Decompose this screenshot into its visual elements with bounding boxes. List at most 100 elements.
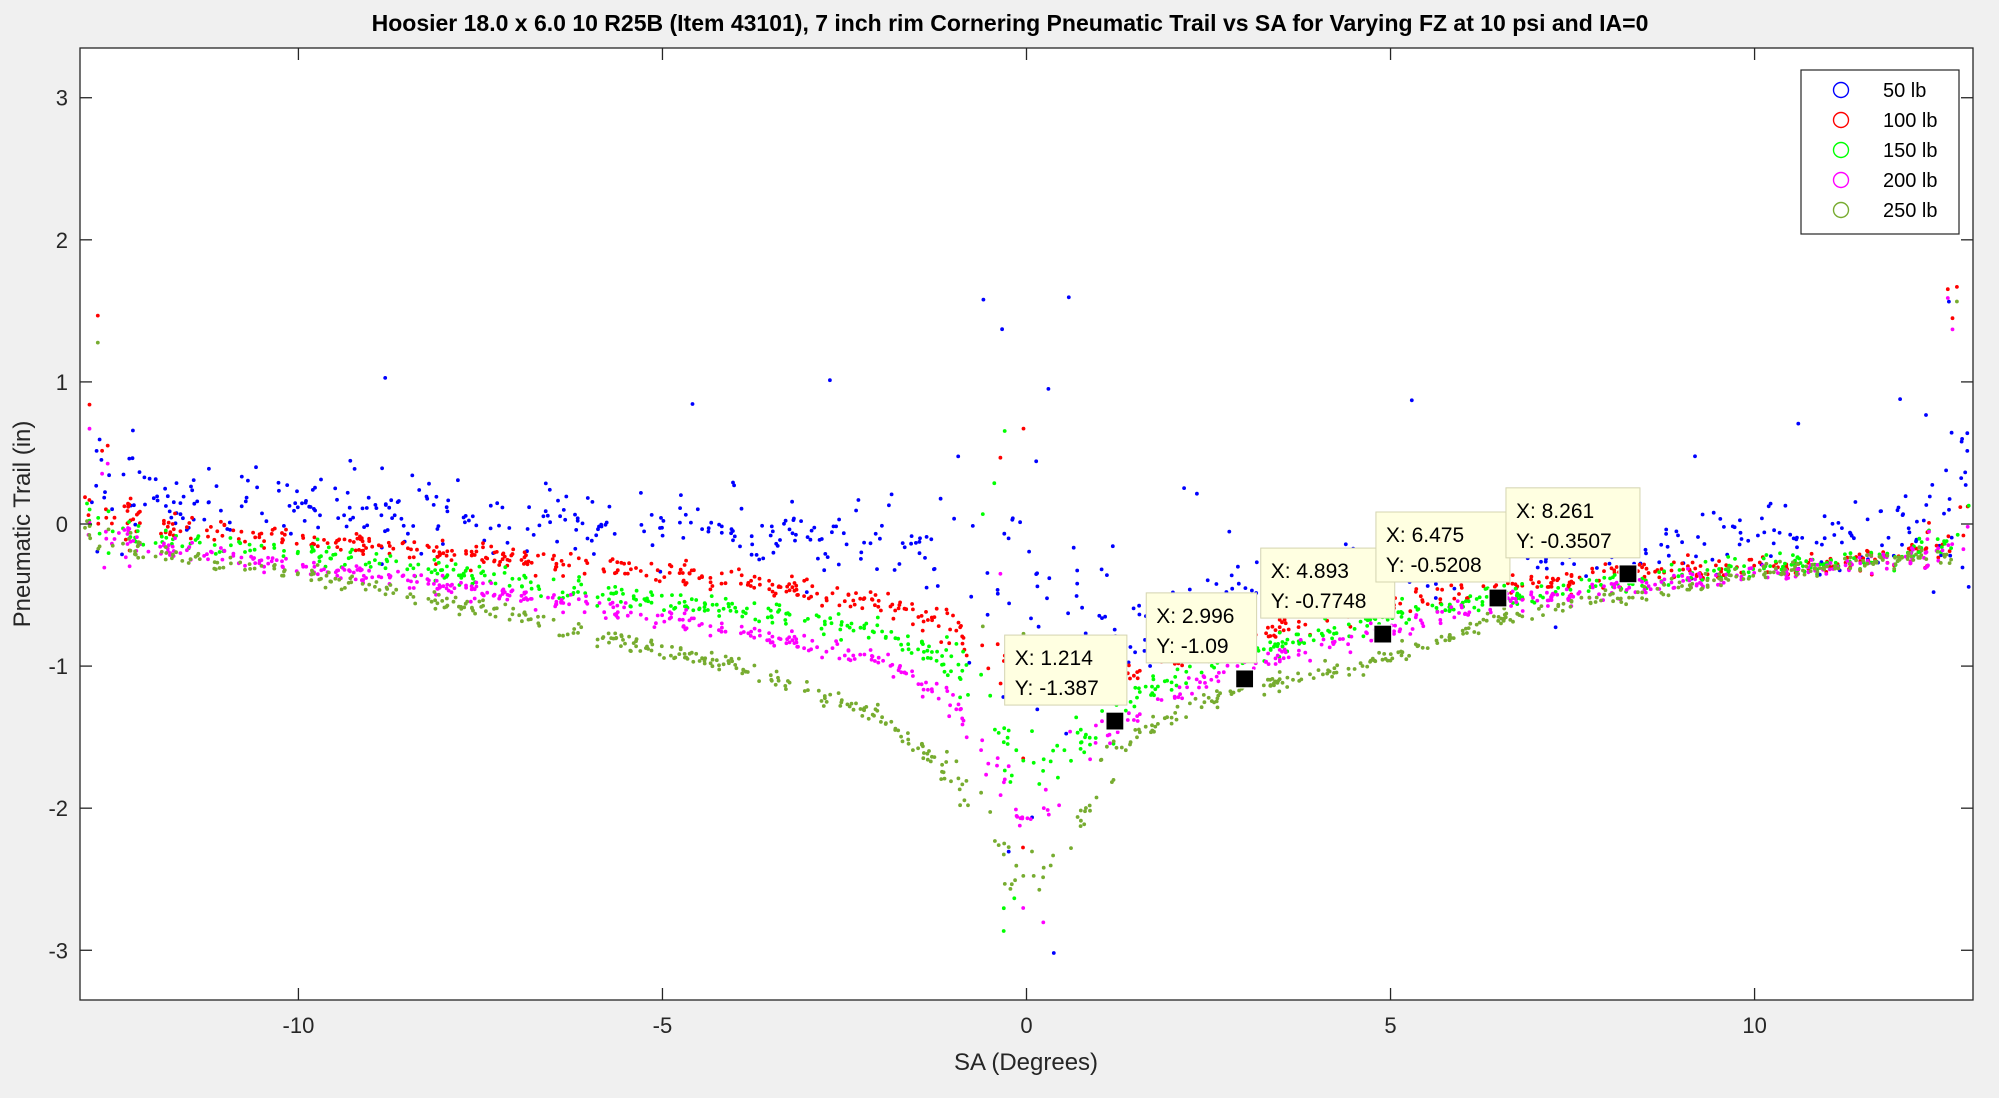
scatter-point	[1825, 564, 1829, 569]
scatter-point	[1648, 587, 1653, 592]
scatter-point	[399, 516, 404, 521]
scatter-point	[180, 544, 185, 549]
scatter-point	[1254, 560, 1259, 565]
scatter-point	[445, 549, 450, 554]
scatter-point	[918, 536, 922, 541]
scatter-point	[1784, 564, 1789, 569]
scatter-point	[1297, 679, 1302, 683]
scatter-point	[820, 655, 824, 660]
scatter-point	[364, 576, 368, 580]
scatter-point	[1659, 567, 1664, 571]
scatter-point	[339, 587, 344, 592]
scatter-point	[147, 476, 152, 481]
scatter-point	[700, 575, 704, 579]
scatter-point	[709, 650, 714, 655]
scatter-point	[1821, 566, 1826, 571]
scatter-point	[634, 644, 638, 649]
scatter-point	[163, 557, 168, 562]
scatter-point	[956, 454, 961, 459]
legend-entry[interactable]: 100 lb	[1832, 110, 1938, 132]
scatter-point	[1893, 555, 1897, 560]
scatter-point	[1696, 535, 1700, 539]
scatter-point	[1853, 500, 1858, 504]
scatter-point	[810, 584, 815, 589]
scatter-point	[141, 542, 146, 547]
scatter-point	[255, 485, 259, 490]
legend-entry[interactable]: 150 lb	[1832, 140, 1938, 162]
scatter-point	[708, 580, 713, 585]
scatter-point	[1461, 631, 1465, 636]
scatter-point	[1947, 549, 1952, 554]
scatter-point	[961, 636, 966, 640]
scatter-point	[462, 605, 467, 610]
scatter-point	[691, 659, 696, 664]
scatter-point	[1965, 431, 1970, 436]
legend-entry[interactable]: 200 lb	[1832, 170, 1938, 192]
scatter-point	[970, 524, 975, 528]
scatter-point	[105, 443, 110, 448]
scatter-point	[1002, 780, 1006, 785]
scatter-point	[342, 568, 347, 572]
scatter-point	[683, 512, 688, 517]
scatter-point	[244, 495, 249, 500]
scatter-point	[468, 599, 473, 604]
scatter-point	[723, 654, 728, 659]
datatip-marker[interactable]	[1235, 669, 1255, 689]
scatter-point	[932, 615, 937, 619]
scatter-point	[1619, 600, 1624, 604]
scatter-point	[565, 593, 570, 598]
scatter-point	[1843, 556, 1847, 561]
scatter-point	[425, 577, 430, 581]
scatter-point	[1188, 701, 1192, 706]
datatip-y-text: Y: -1.387	[1015, 677, 1099, 700]
scatter-point	[295, 489, 299, 494]
scatter-point	[202, 554, 207, 558]
scatter-point	[952, 516, 956, 521]
scatter-point	[1399, 653, 1404, 658]
scatter-point	[1187, 587, 1192, 592]
datatip-marker[interactable]	[1618, 564, 1638, 584]
datatip-marker[interactable]	[1488, 588, 1508, 608]
scatter-point	[1741, 577, 1746, 581]
scatter-point	[1918, 556, 1922, 560]
scatter-point	[367, 568, 371, 573]
scatter-point	[945, 689, 950, 693]
scatter-point	[1865, 517, 1870, 522]
scatter-point	[830, 591, 835, 596]
scatter-point	[377, 561, 382, 566]
scatter-point	[522, 555, 527, 560]
scatter-point	[873, 659, 877, 663]
scatter-point	[739, 624, 744, 629]
scatter-point	[757, 679, 761, 683]
legend-marker	[1832, 201, 1850, 219]
scatter-point	[1702, 542, 1707, 546]
legend-entry[interactable]: 50 lb	[1832, 80, 1927, 102]
scatter-point	[1075, 730, 1080, 735]
datatip-marker[interactable]	[1105, 711, 1125, 731]
scatter-point	[1845, 559, 1850, 563]
scatter-point	[1435, 610, 1440, 614]
scatter-point	[1413, 605, 1418, 609]
scatter-point	[942, 669, 947, 674]
scatter-point	[217, 550, 222, 554]
scatter-point	[1492, 614, 1496, 619]
plot-area[interactable]	[80, 48, 1973, 1000]
scatter-point	[1746, 576, 1751, 581]
scatter-point	[1927, 521, 1931, 525]
scatter-point	[213, 567, 218, 572]
legend-entry[interactable]: 250 lb	[1832, 200, 1938, 222]
scatter-point	[313, 485, 317, 490]
scatter-point	[533, 608, 538, 612]
scatter-point	[446, 498, 451, 503]
scatter-point	[188, 557, 193, 562]
scatter-point	[1597, 592, 1601, 597]
scatter-point	[1644, 551, 1648, 556]
scatter-point	[1560, 608, 1565, 613]
scatter-point	[619, 587, 624, 592]
datatip-marker[interactable]	[1373, 624, 1393, 644]
